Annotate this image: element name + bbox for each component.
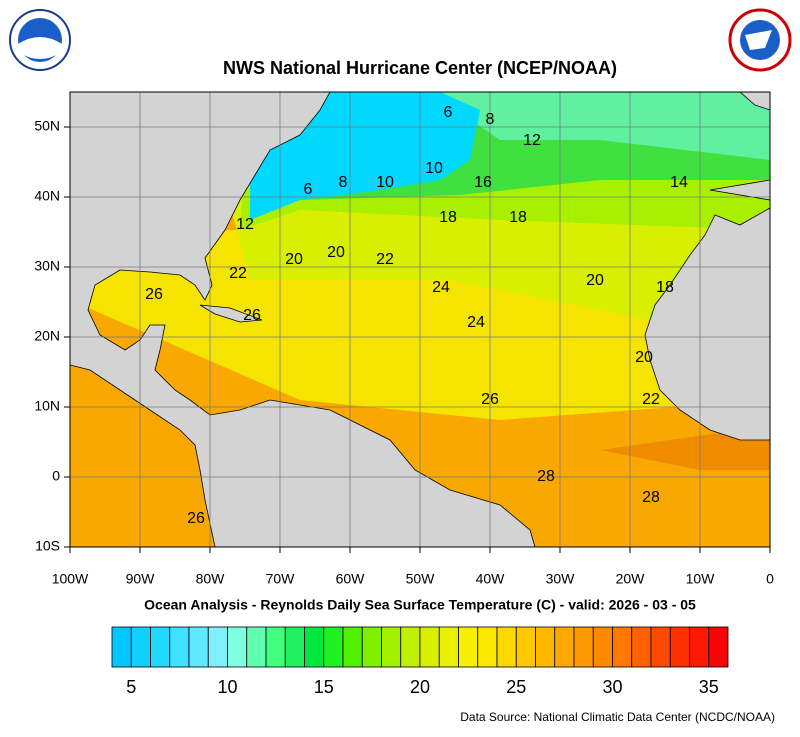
colorbar-swatch [111, 626, 132, 668]
contour-label: 8 [339, 174, 348, 191]
contour-label: 8 [486, 111, 495, 128]
colorbar-swatch [246, 626, 267, 668]
subtitle: Ocean Analysis - Reynolds Daily Sea Surf… [144, 597, 696, 613]
contour-label: 20 [586, 272, 604, 289]
colorbar-swatch [419, 626, 440, 668]
colorbar-swatch [554, 626, 575, 668]
colorbar-label: 35 [699, 677, 719, 697]
contour-label: 24 [432, 279, 450, 296]
colorbar-swatch [535, 626, 556, 668]
colorbar-swatch [323, 626, 344, 668]
colorbar-swatch [689, 626, 710, 668]
lon-tick-label: 0 [766, 571, 774, 587]
lat-tick-label: 50N [34, 118, 60, 134]
colorbar-swatch [573, 626, 594, 668]
contour-label: 22 [642, 391, 660, 408]
colorbar-swatch [169, 626, 190, 668]
contour-label: 12 [523, 132, 541, 149]
colorbar-swatch [284, 626, 305, 668]
lat-tick-label: 10S [35, 538, 60, 554]
data-source: Data Source: National Climatic Data Cent… [460, 710, 775, 724]
colorbar-swatch [592, 626, 613, 668]
lat-tick-label: 20N [34, 328, 60, 344]
lat-tick-label: 10N [34, 398, 60, 414]
lon-tick-label: 10W [686, 571, 716, 587]
contour-label: 26 [145, 286, 163, 303]
lon-tick-label: 20W [616, 571, 646, 587]
colorbar-swatch [188, 626, 209, 668]
colorbar-swatch [400, 626, 421, 668]
colorbar-swatch [381, 626, 402, 668]
contour-label: 26 [187, 510, 205, 527]
contour-label: 28 [642, 489, 660, 506]
contour-label: 6 [304, 181, 313, 198]
contour-label: 12 [236, 216, 254, 233]
contour-label: 28 [537, 468, 555, 485]
contour-label: 20 [327, 244, 345, 261]
colorbar-label: 5 [126, 677, 136, 697]
nws-logo [728, 8, 792, 72]
contour-label: 18 [439, 209, 457, 226]
title: NWS National Hurricane Center (NCEP/NOAA… [223, 58, 617, 78]
contour-label: 14 [670, 174, 688, 191]
colorbar-swatch [361, 626, 382, 668]
contour-label: 20 [285, 251, 303, 268]
colorbar-swatch [708, 626, 729, 668]
colorbar-swatch [150, 626, 171, 668]
contour-label: 26 [481, 391, 499, 408]
colorbar-swatch [612, 626, 633, 668]
lat-tick-label: 40N [34, 188, 60, 204]
contour-label: 24 [467, 314, 485, 331]
lon-tick-label: 80W [196, 571, 226, 587]
lon-tick-label: 50W [406, 571, 436, 587]
colorbar-swatch [496, 626, 517, 668]
land [70, 92, 770, 547]
colorbar-swatch [669, 626, 690, 668]
lon-tick-label: 100W [52, 571, 89, 587]
colorbar-swatch [631, 626, 652, 668]
colorbar-label: 15 [314, 677, 334, 697]
noaa-logo [9, 9, 71, 71]
contour-label: 22 [229, 265, 247, 282]
contour-label: 6 [444, 104, 453, 121]
contour-label: 18 [656, 279, 674, 296]
colorbar-swatch [515, 626, 536, 668]
lon-tick-label: 90W [126, 571, 156, 587]
contour-label: 22 [376, 251, 394, 268]
colorbar-swatch [477, 626, 498, 668]
lon-tick-label: 40W [476, 571, 506, 587]
colorbar-swatch [650, 626, 671, 668]
colorbar-swatch [227, 626, 248, 668]
contour-label: 10 [376, 174, 394, 191]
colorbar-swatch [207, 626, 228, 668]
colorbar-label: 10 [217, 677, 237, 697]
colorbar-swatch [130, 626, 151, 668]
contour-label: 16 [474, 174, 492, 191]
contour-label: 18 [509, 209, 527, 226]
map-frame [69, 91, 771, 548]
colorbar-label: 25 [506, 677, 526, 697]
colorbar-swatch [342, 626, 363, 668]
lon-tick-label: 60W [336, 571, 366, 587]
contour-label: 20 [635, 349, 653, 366]
colorbar-swatch [458, 626, 479, 668]
contour-label: 10 [425, 160, 443, 177]
lon-tick-label: 70W [266, 571, 296, 587]
colorbar-swatch [265, 626, 286, 668]
colorbar-swatch [438, 626, 459, 668]
contour-label: 26 [243, 307, 261, 324]
lat-tick-label: 0 [52, 468, 60, 484]
lon-tick-label: 30W [546, 571, 576, 587]
lat-tick-label: 30N [34, 258, 60, 274]
colorbar-swatch [304, 626, 325, 668]
colorbar-label: 20 [410, 677, 430, 697]
colorbar-label: 30 [602, 677, 622, 697]
